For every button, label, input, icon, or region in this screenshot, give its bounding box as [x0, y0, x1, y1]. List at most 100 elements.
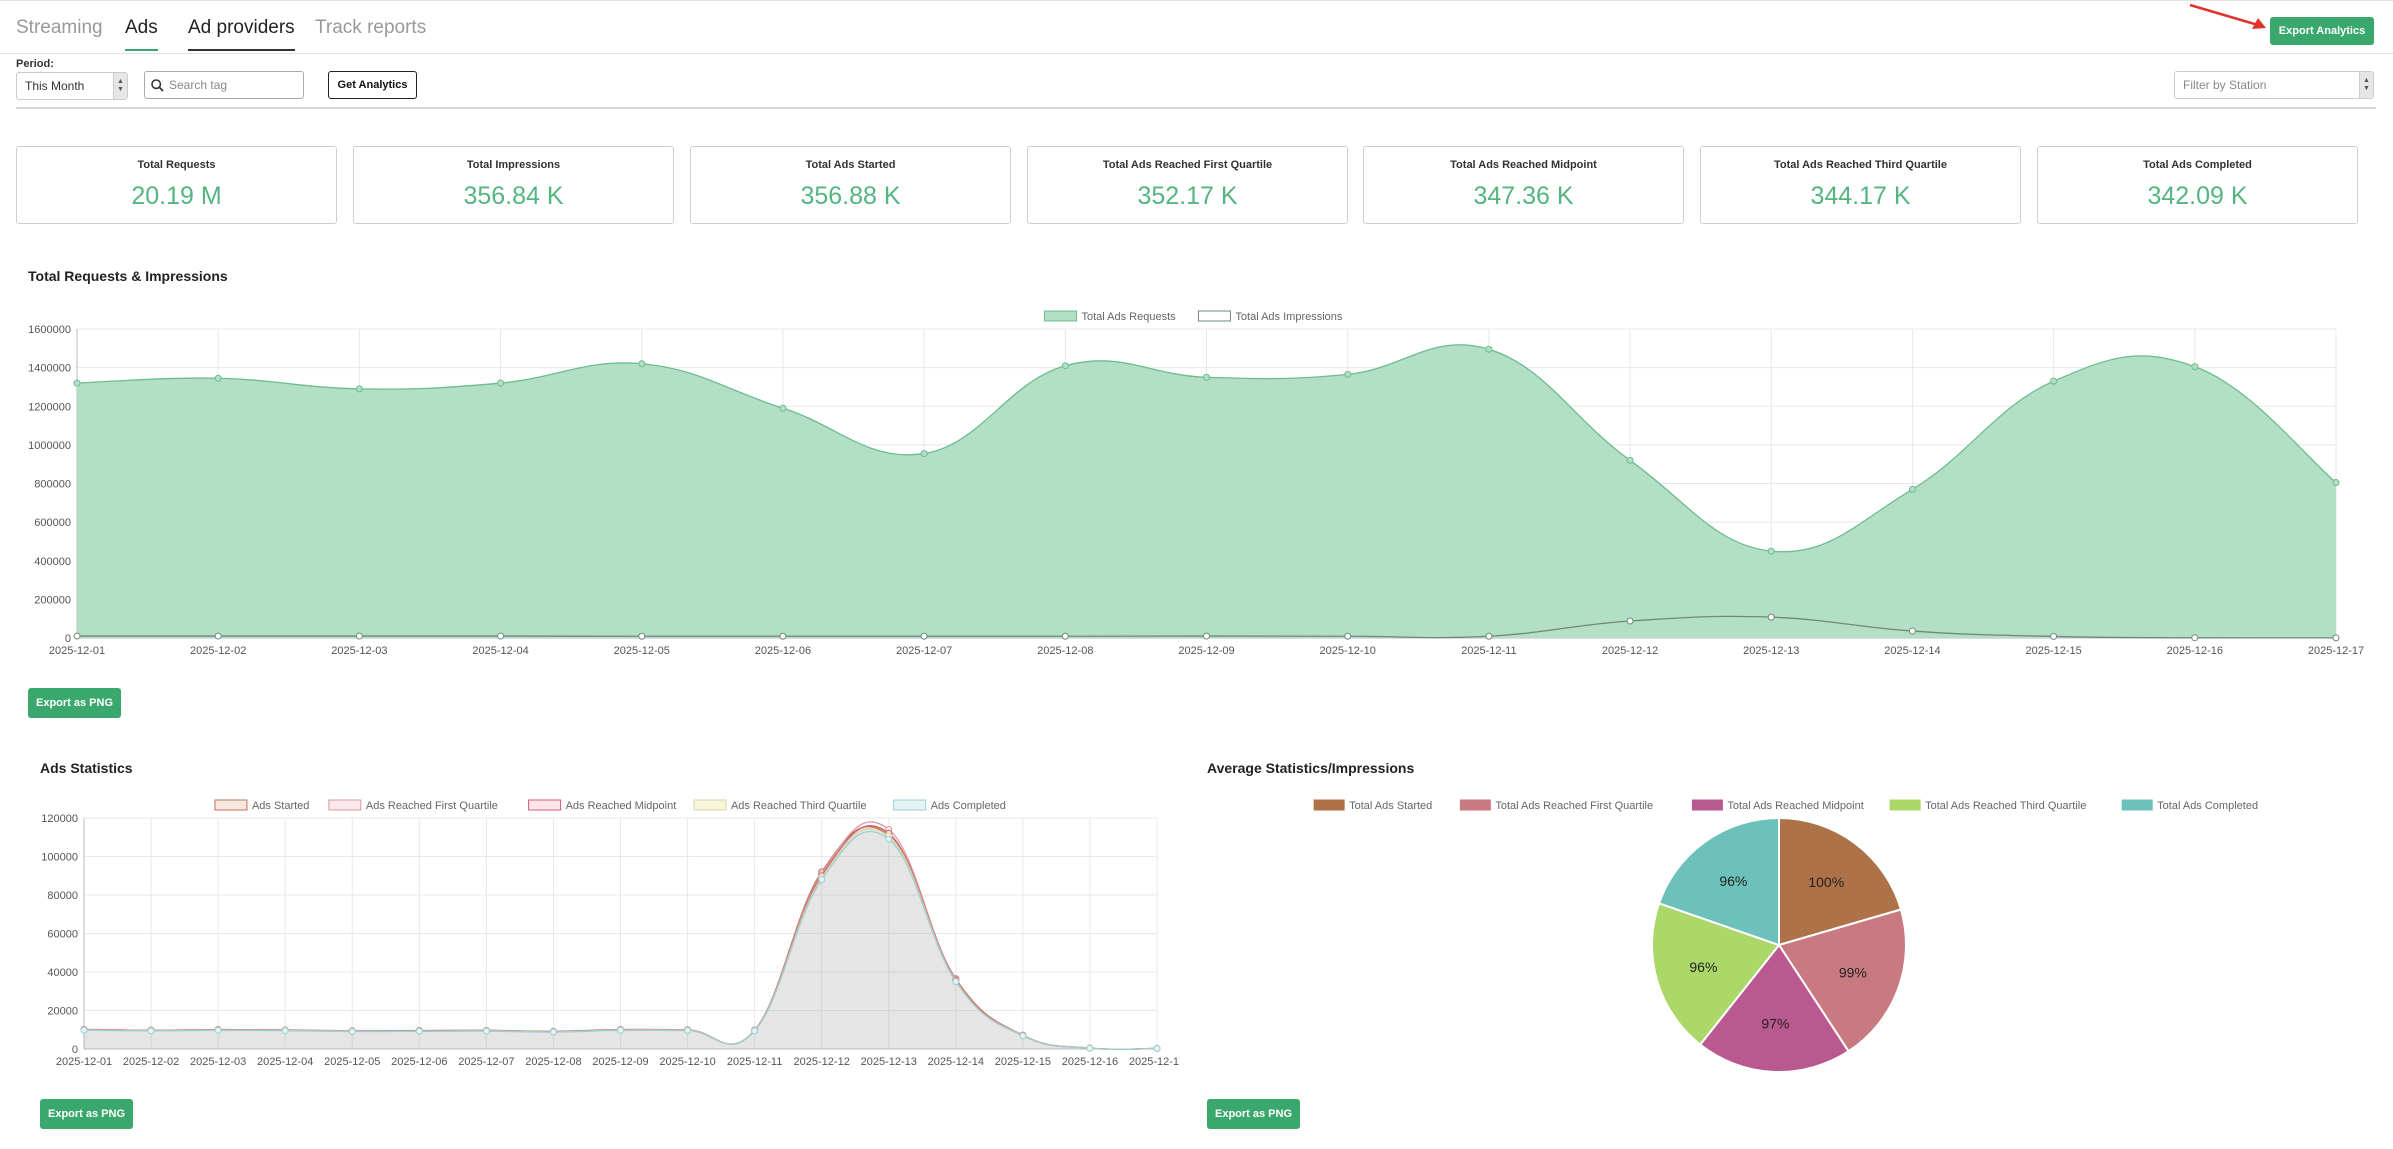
x-tick-label: 2025-12-09	[592, 1056, 648, 1068]
ads-statistics-chart: Ads Started Ads Reached First Quartile Ads…	[41, 799, 1180, 1068]
pie-slice-label: 96%	[1719, 873, 1747, 889]
select-caret-icon: ▲ ▼	[113, 73, 127, 99]
data-point	[1626, 456, 1634, 464]
data-point	[355, 632, 363, 640]
legend-swatch	[2121, 799, 2153, 811]
data-point	[779, 404, 787, 412]
x-tick-label: 2025-12-05	[614, 645, 670, 657]
data-point	[482, 1027, 490, 1035]
data-point	[779, 632, 787, 640]
data-point	[1908, 485, 1916, 493]
x-tick-label: 2025-12-05	[324, 1056, 380, 1068]
period-select[interactable]: This Month ▲ ▼	[16, 72, 128, 100]
data-point	[355, 385, 363, 393]
x-tick-label: 2025-12-13	[861, 1056, 917, 1068]
data-point	[1019, 1032, 1027, 1040]
stat-title: Total Impressions	[466, 159, 561, 171]
stat-title: Total Ads Reached Midpoint	[1450, 159, 1597, 171]
x-tick-label: 2025-12-11	[1461, 645, 1516, 657]
x-tick-label: 2025-12-01	[56, 1056, 112, 1068]
y-tick-label: 1600000	[28, 324, 71, 336]
stat-value: 356.84 K	[463, 182, 564, 210]
y-tick-label: 1200000	[28, 401, 71, 413]
legend-label: Total Ads Impressions	[1235, 311, 1342, 323]
y-tick-label: 80000	[47, 890, 78, 902]
data-point	[1344, 632, 1352, 640]
export-png-button-ads-stats[interactable]: Export as PNG	[40, 1099, 133, 1129]
x-tick-label: 2025-12-08	[525, 1056, 581, 1068]
x-tick-label: 2025-12-03	[190, 1056, 246, 1068]
x-tick-label: 2025-12-14	[928, 1056, 984, 1068]
stat-card-total-impressions: Total Impressions 356.84 K	[353, 146, 674, 224]
stat-card-first-quartile: Total Ads Reached First Quartile 352.17 …	[1027, 146, 1348, 224]
legend-label: Ads Started	[252, 800, 309, 812]
legend-swatch	[693, 799, 727, 811]
stat-title: Total Ads Reached First Quartile	[1102, 159, 1273, 171]
data-point	[2332, 634, 2340, 642]
data-point	[1153, 1045, 1161, 1053]
legend-label: Total Ads Reached Midpoint	[1727, 800, 1863, 812]
y-tick-label: 1000000	[28, 440, 71, 452]
series-line	[76, 344, 2337, 553]
legend-swatch	[893, 799, 927, 811]
stat-value: 352.17 K	[1137, 182, 1238, 210]
series-area	[84, 826, 1157, 1050]
y-tick-label: 40000	[47, 967, 78, 979]
data-point	[920, 450, 928, 458]
stat-card-third-quartile: Total Ads Reached Third Quartile 344.17 …	[1700, 146, 2021, 224]
station-filter-select[interactable]: Filter by Station ▲ ▼	[2174, 71, 2374, 99]
pie-slice	[1657, 816, 1780, 947]
y-tick-label: 0	[72, 1044, 78, 1056]
legend-swatch	[1459, 799, 1491, 811]
x-tick-label: 2025-12-15	[995, 1056, 1051, 1068]
select-caret-icon: ▲ ▼	[2359, 72, 2373, 98]
data-point	[952, 978, 960, 986]
search-tag-input[interactable]	[169, 78, 299, 92]
ads-statistics-title: Ads Statistics	[40, 760, 133, 776]
x-tick-label: 2025-12-01	[49, 645, 105, 657]
legend-swatch	[528, 799, 562, 811]
data-point	[73, 379, 81, 387]
data-point	[214, 374, 222, 382]
stat-title: Total Ads Reached Third Quartile	[1774, 159, 1947, 171]
legend-label: Ads Reached Third Quartile	[731, 800, 867, 812]
legend-swatch	[214, 799, 248, 811]
search-tag-field[interactable]	[144, 71, 304, 99]
stat-title: Total Ads Started	[805, 159, 896, 171]
data-point	[1344, 370, 1352, 378]
data-point	[2191, 634, 2199, 642]
data-point	[818, 876, 826, 884]
x-tick-label: 2025-12-04	[257, 1056, 313, 1068]
data-point	[1485, 345, 1493, 353]
export-png-button-requests[interactable]: Export as PNG	[28, 688, 121, 718]
y-tick-label: 20000	[47, 1006, 78, 1018]
data-point	[638, 632, 646, 640]
y-tick-label: 1400000	[28, 363, 71, 375]
data-point	[2050, 632, 2058, 640]
export-png-button-average[interactable]: Export as PNG	[1207, 1099, 1300, 1129]
x-tick-label: 2025-12-06	[755, 645, 811, 657]
y-tick-label: 200000	[34, 594, 71, 606]
legend-label: Total Ads Reached Third Quartile	[1925, 800, 2086, 812]
y-tick-label: 100000	[41, 852, 78, 864]
search-icon	[151, 78, 164, 92]
data-point	[1485, 632, 1493, 640]
tab-ad-providers[interactable]: Ad providers	[188, 17, 295, 51]
legend-swatch	[1313, 799, 1345, 811]
data-point	[617, 1026, 624, 1034]
stat-title: Total Requests	[137, 159, 216, 171]
stat-value: 20.19 M	[131, 182, 222, 210]
x-tick-label: 2025-12-04	[472, 645, 528, 657]
get-analytics-button[interactable]: Get Analytics	[328, 71, 417, 99]
export-analytics-button[interactable]: Export Analytics	[2270, 17, 2374, 45]
data-point	[214, 632, 222, 640]
data-point	[1626, 617, 1634, 625]
series-area	[77, 344, 2336, 638]
legend-label: Total Ads Requests	[1081, 311, 1176, 323]
x-tick-label: 2025-12-06	[391, 1056, 447, 1068]
requests-impressions-title: Total Requests & Impressions	[28, 268, 228, 284]
stat-value: 347.36 K	[1473, 182, 1574, 210]
tab-ads[interactable]: Ads	[125, 17, 158, 51]
tab-track-reports[interactable]: Track reports	[315, 17, 427, 38]
tab-streaming[interactable]: Streaming	[16, 17, 103, 38]
